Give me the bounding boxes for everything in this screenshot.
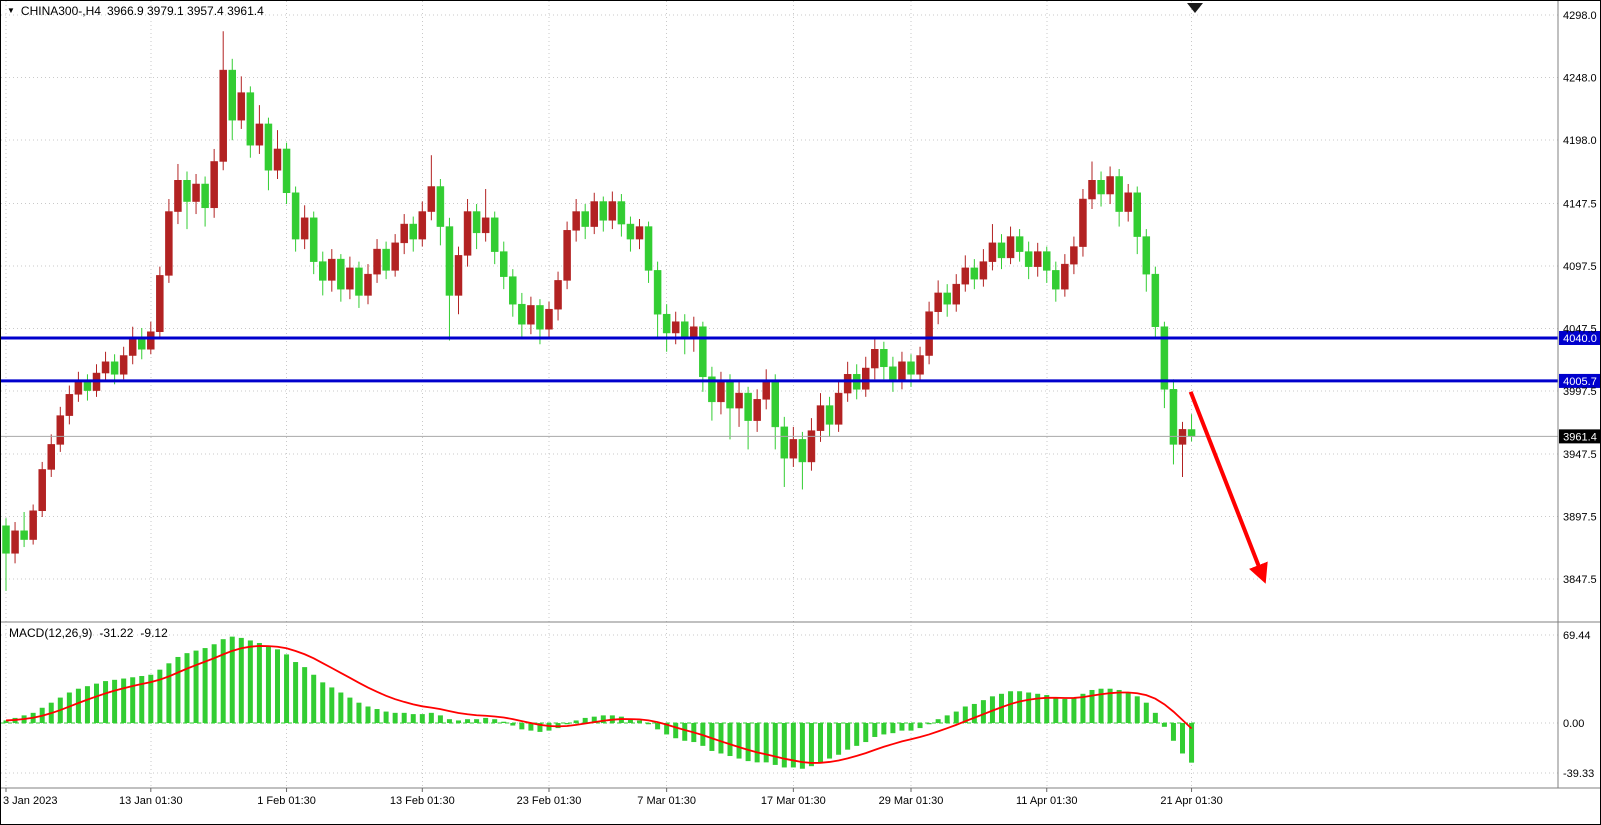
svg-text:4198.0: 4198.0: [1563, 135, 1597, 147]
svg-text:4248.0: 4248.0: [1563, 73, 1597, 85]
time-axis-labels: 3 Jan 2023 13 Jan 01:30 1 Feb 01:30 13 Feb …: [3, 788, 1223, 807]
macd-name: MACD(12,26,9): [9, 626, 93, 640]
level-price-tag: 4040.0: [1559, 330, 1600, 345]
svg-text:11 Apr 01:30: 11 Apr 01:30: [1016, 795, 1078, 807]
price-axis-labels: 4298.0 4248.0 4198.0 4147.5 4097.5 4047.5 3997…: [1563, 10, 1597, 586]
svg-text:23 Feb 01:30: 23 Feb 01:30: [517, 795, 582, 807]
svg-text:3961.4: 3961.4: [1563, 431, 1597, 443]
chart-shift-marker[interactable]: [1187, 3, 1203, 13]
macd-signal-line: [5, 645, 1193, 764]
macd-axis-labels: 69.44 0.00 -39.33: [1563, 630, 1594, 780]
symbol-header: ▼ CHINA300-,H4 3966.9 3979.1 3957.4 3961…: [7, 4, 264, 18]
trend-arrow[interactable]: [1188, 391, 1268, 584]
svg-text:69.44: 69.44: [1563, 630, 1591, 642]
macd-main-value: -31.22: [99, 626, 134, 640]
svg-text:4040.0: 4040.0: [1563, 333, 1597, 345]
svg-text:4005.7: 4005.7: [1563, 376, 1597, 388]
svg-text:7 Mar 01:30: 7 Mar 01:30: [637, 795, 696, 807]
svg-text:3847.5: 3847.5: [1563, 574, 1597, 586]
svg-text:21 Apr 01:30: 21 Apr 01:30: [1160, 795, 1222, 807]
svg-text:17 Mar 01:30: 17 Mar 01:30: [761, 795, 826, 807]
svg-text:13 Feb 01:30: 13 Feb 01:30: [390, 795, 455, 807]
last-price-tag: 3961.4: [1559, 429, 1600, 444]
panel-separators: [1, 1, 1600, 789]
svg-text:-39.33: -39.33: [1563, 768, 1594, 780]
svg-text:0.00: 0.00: [1563, 718, 1584, 730]
svg-text:4097.5: 4097.5: [1563, 261, 1597, 273]
svg-text:3947.5: 3947.5: [1563, 449, 1597, 461]
svg-text:1 Feb 01:30: 1 Feb 01:30: [257, 795, 316, 807]
macd-histogram: [3, 636, 1195, 769]
symbol-period-label: CHINA300-,H4: [20, 4, 101, 18]
svg-text:29 Mar 01:30: 29 Mar 01:30: [879, 795, 944, 807]
macd-signal-value: -9.12: [140, 626, 168, 640]
macd-indicator-label: MACD(12,26,9) -31.22 -9.12: [9, 626, 168, 640]
symbol-marker-icon[interactable]: ▼: [7, 6, 15, 15]
ohlc-readout: 3966.9 3979.1 3957.4 3961.4: [106, 4, 264, 18]
svg-text:3 Jan 2023: 3 Jan 2023: [3, 795, 57, 807]
candlestick-series: [2, 31, 1196, 591]
svg-text:4047.5: 4047.5: [1563, 324, 1597, 336]
svg-text:13 Jan 01:30: 13 Jan 01:30: [119, 795, 183, 807]
svg-text:3897.5: 3897.5: [1563, 511, 1597, 523]
level-price-tag: 4005.7: [1559, 373, 1600, 388]
svg-text:4147.5: 4147.5: [1563, 198, 1597, 210]
svg-text:4298.0: 4298.0: [1563, 10, 1597, 22]
svg-text:3997.5: 3997.5: [1563, 386, 1597, 398]
